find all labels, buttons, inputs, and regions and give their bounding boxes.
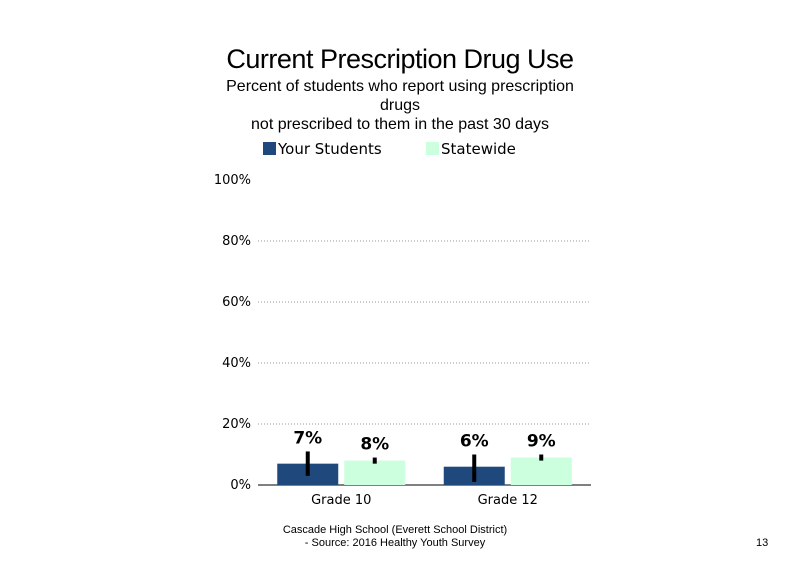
y-tick-label: 100% xyxy=(214,173,251,188)
y-tick-label: 80% xyxy=(222,234,251,249)
bar-statewide xyxy=(344,460,406,485)
y-tick-label: 40% xyxy=(222,356,251,371)
x-tick-label: Grade 10 xyxy=(311,493,371,508)
x-tick-label: Grade 12 xyxy=(478,493,538,508)
footer-school: Cascade High School (Everett School Dist… xyxy=(282,524,508,536)
bar-statewide xyxy=(510,457,572,485)
legend-swatch-statewide xyxy=(426,142,439,155)
legend-item-your-students: Your Students xyxy=(263,140,382,158)
legend-item-statewide: Statewide xyxy=(426,140,516,158)
chart-title: Current Prescription Drug Use xyxy=(226,44,574,74)
data-label: 6% xyxy=(460,432,489,452)
data-label: 9% xyxy=(527,432,556,452)
footer: Cascade High School (Everett School Dist… xyxy=(260,524,530,550)
legend-label-statewide: Statewide xyxy=(441,140,516,158)
legend-swatch-your-students xyxy=(263,142,276,155)
y-tick-label: 60% xyxy=(222,295,251,310)
y-tick-label: 0% xyxy=(230,478,251,493)
footer-source: - Source: 2016 Healthy Youth Survey xyxy=(304,537,486,549)
legend-label-your-students: Your Students xyxy=(278,140,382,158)
y-tick-label: 20% xyxy=(222,417,251,432)
subtitle-line-3: not prescribed to them in the past 30 da… xyxy=(251,116,549,133)
chart-subtitle: Percent of students who report using pre… xyxy=(200,77,600,134)
page-number: 13 xyxy=(756,537,769,549)
subtitle-line-2: drugs xyxy=(379,97,421,114)
subtitle-line-1: Percent of students who report using pre… xyxy=(226,78,574,95)
data-label: 7% xyxy=(293,428,322,448)
data-label: 8% xyxy=(360,435,389,455)
